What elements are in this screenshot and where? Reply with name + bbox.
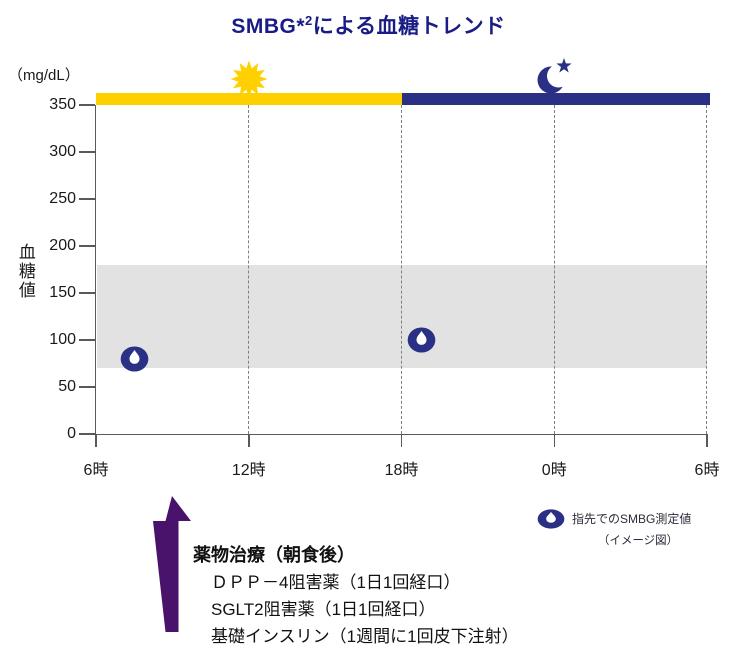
x-tick-label-30h: 6時	[694, 462, 720, 479]
x-tick-label-24h: 0時	[541, 462, 567, 479]
blood-drop-icon	[537, 509, 565, 529]
day-bar-night	[401, 93, 710, 105]
y-axis-title: 血糖値	[15, 243, 35, 300]
gridline-24h	[553, 105, 555, 434]
treatment-line-basal-insulin: 基礎インスリン（1週間に1回皮下注射）	[211, 627, 519, 646]
sun-icon	[230, 60, 268, 98]
y-tick-50	[79, 386, 95, 388]
gridline-18h	[400, 105, 402, 434]
y-tick-250	[79, 198, 95, 200]
y-tick-label-250: 250	[49, 190, 76, 207]
y-tick-label-50: 50	[58, 378, 76, 395]
title-superscript: 2	[305, 13, 313, 28]
x-tick-12h	[248, 434, 250, 447]
plot-area: 0 50 100 150 200 250 300 350 6時 12時 18時 0時 6時	[49, 58, 720, 479]
x-tick-label-6h: 6時	[83, 462, 109, 479]
y-axis-unit-label: （mg/dL）	[8, 67, 80, 84]
x-tick-6h	[95, 434, 97, 447]
title-text: SMBG*	[231, 15, 306, 38]
y-tick-0	[79, 433, 95, 435]
x-tick-18h	[400, 434, 403, 447]
y-tick-150	[79, 292, 95, 294]
chart-title: SMBG*2による血糖トレンド	[0, 10, 737, 40]
gridline-12h	[248, 105, 249, 434]
treatment-line-sglt2: SGLT2阻害薬（1日1回経口）	[211, 600, 436, 619]
y-tick-label-200: 200	[49, 237, 76, 254]
treatment-line-dpp4: ＤＰＰ－4阻害薬（1日1回経口）	[211, 573, 461, 592]
y-tick-label-100: 100	[49, 331, 76, 348]
legend-sublabel: （イメージ図）	[597, 535, 679, 547]
legend-label: 指先でのSMBG測定値	[572, 512, 692, 526]
y-tick-label-150: 150	[49, 284, 76, 301]
y-tick-200	[79, 245, 95, 247]
smbg-point-2	[407, 327, 436, 353]
title-text-suffix: による血糖トレンド	[312, 15, 506, 38]
y-tick-label-300: 300	[49, 143, 76, 160]
y-tick-300	[79, 151, 95, 153]
x-tick-label-12h: 12時	[231, 462, 266, 479]
x-tick-24h	[553, 434, 555, 447]
y-tick-label-0: 0	[67, 425, 76, 442]
moon-icon	[536, 58, 574, 96]
y-axis-line	[94, 105, 96, 434]
treatment-heading: 薬物治療（朝食後）	[193, 545, 355, 565]
gridline-30h	[706, 105, 708, 434]
x-tick-label-18h: 18時	[384, 462, 419, 479]
target-range-band	[97, 264, 707, 369]
treatment-arrow-icon	[152, 496, 192, 632]
y-tick-350	[79, 104, 95, 106]
y-tick-label-350: 350	[49, 96, 76, 113]
x-tick-30h	[706, 434, 708, 447]
day-bar-daytime	[96, 93, 402, 105]
smbg-point-1	[120, 346, 149, 372]
y-tick-100	[79, 339, 95, 341]
